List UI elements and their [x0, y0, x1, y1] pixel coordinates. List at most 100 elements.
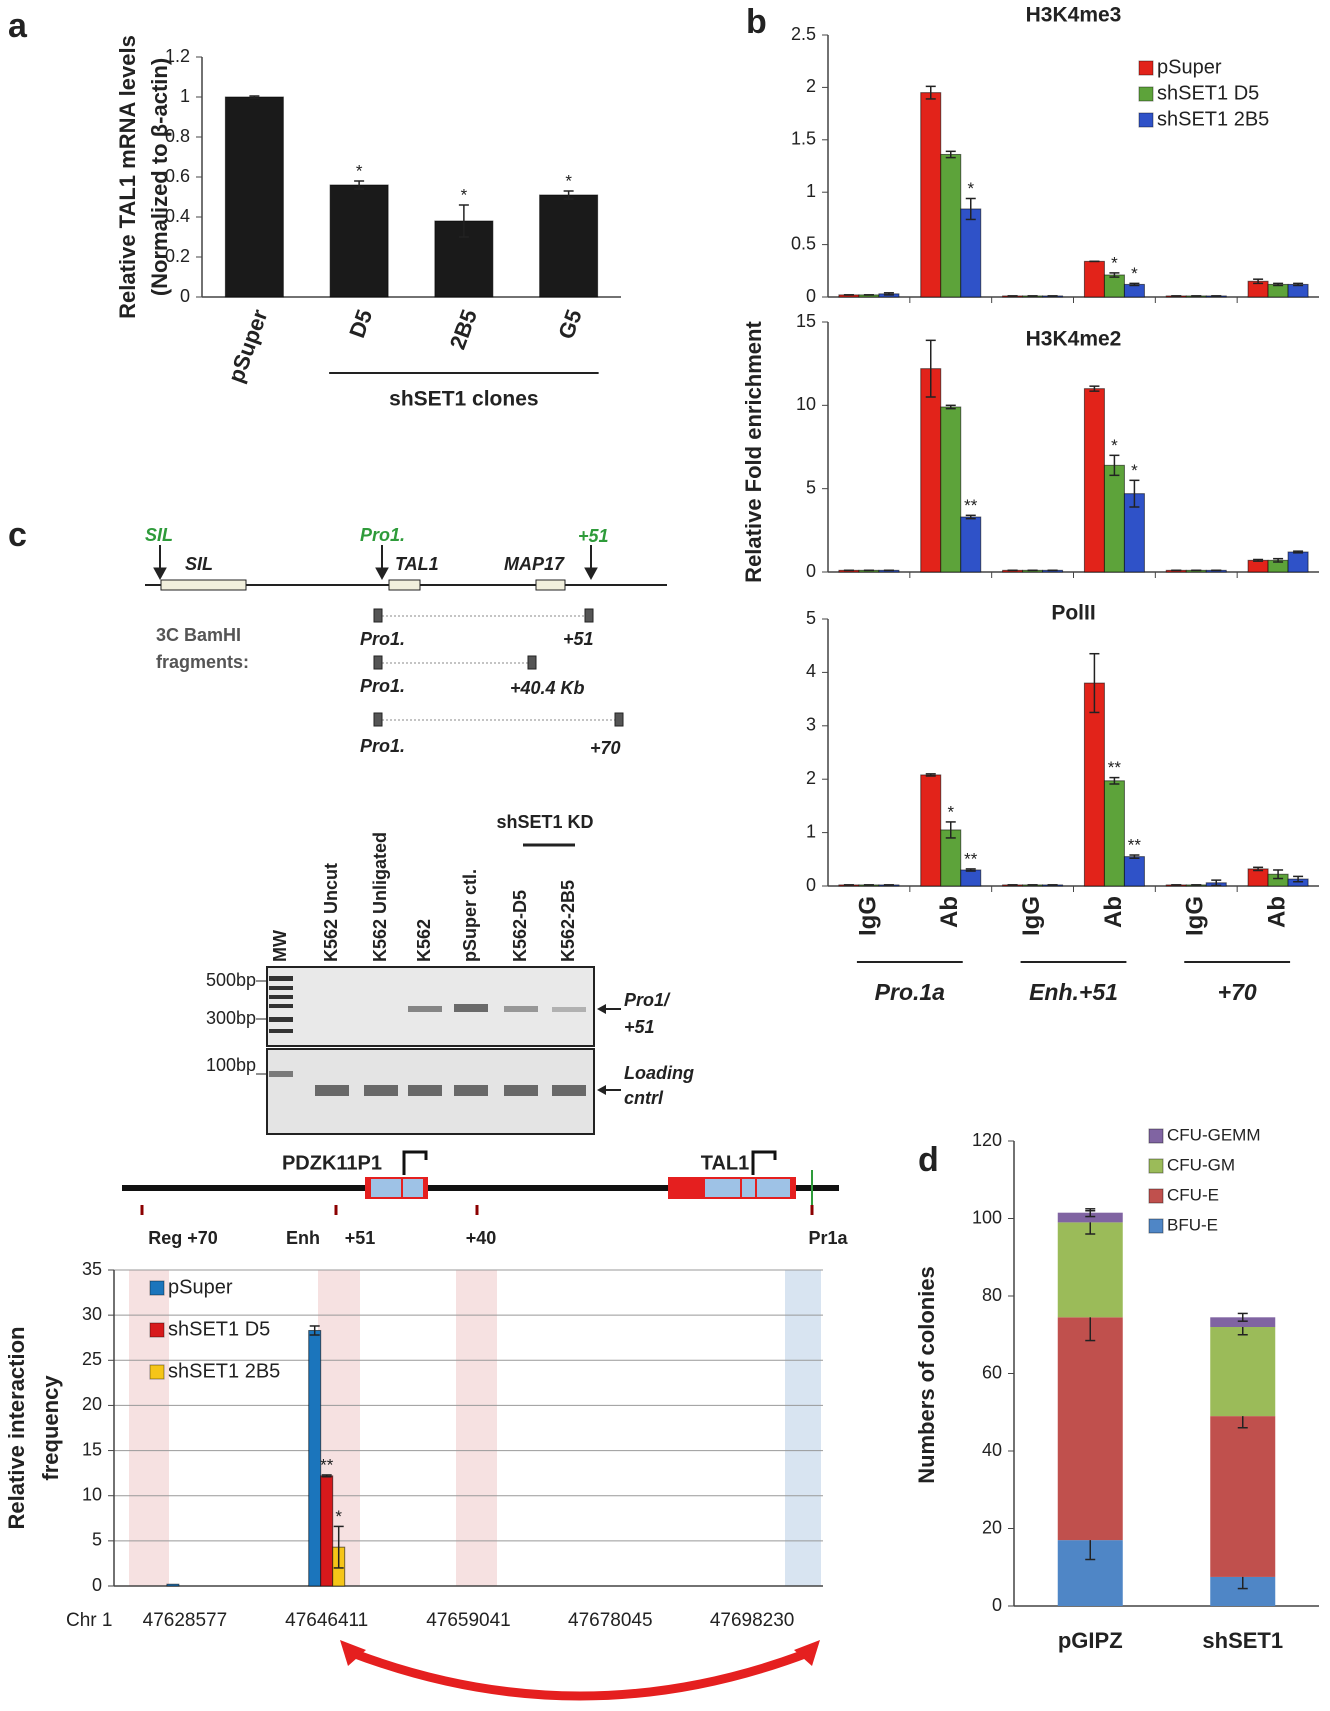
bar: [320, 1475, 334, 1587]
y-tick-label: 20: [982, 1517, 1002, 1537]
gene-label: SIL: [185, 554, 213, 574]
significance-label: *: [967, 179, 974, 198]
y-tick-label: 25: [82, 1349, 102, 1369]
fragment-label: +51: [563, 629, 594, 649]
bar: [1103, 780, 1125, 887]
legend-swatch: [1148, 1158, 1164, 1174]
y-tick-label: 4: [806, 661, 816, 681]
y-tick-label: 10: [82, 1484, 102, 1504]
lane-label: pSuper ctl.: [460, 869, 480, 962]
y-tick-label: 80: [982, 1285, 1002, 1305]
marker-label: +51: [578, 526, 609, 546]
y-tick-label: 0.8: [165, 126, 190, 146]
significance-label: *: [565, 171, 572, 190]
fragment-label: +40.4 Kb: [510, 678, 585, 698]
legend-label: shSET1 D5: [168, 1318, 270, 1340]
group-label: Pro.1a: [875, 979, 946, 1005]
y-tick-label: 100: [972, 1207, 1002, 1227]
significance-label: *: [335, 1507, 342, 1526]
x-tick-label: 47678045: [568, 1610, 653, 1631]
bar: [1057, 1317, 1123, 1541]
lane-label: K562-2B5: [558, 880, 578, 962]
x-tick-label: Ab: [1100, 896, 1127, 928]
fragments-label: 3C BamHI: [156, 625, 241, 645]
fragment-label: Pro1.: [360, 736, 405, 756]
x-tick-label: 2B5: [445, 306, 482, 352]
y-tick-label: 15: [82, 1439, 102, 1459]
y-tick-label: 5: [806, 477, 816, 497]
significance-label: **: [320, 1455, 334, 1474]
y-tick-label: 0: [92, 1575, 102, 1595]
significance-label: **: [1108, 758, 1122, 777]
y-tick-label: 2: [806, 768, 816, 788]
size-marker: 100bp: [206, 1055, 256, 1075]
y-tick-label: 0.5: [791, 233, 816, 253]
gel-lane-labels: MW K562 Uncut K562 Unligated K562 pSuper ctl…: [270, 832, 578, 962]
bar: [1123, 856, 1145, 887]
y-tick-label: 0: [806, 561, 816, 581]
lane-label: K562 Unligated: [370, 832, 390, 962]
y-tick-label: 40: [982, 1440, 1002, 1460]
gene-label: MAP17: [504, 554, 565, 574]
size-marker: 300bp: [206, 1008, 256, 1028]
legend-swatch: [149, 1322, 165, 1338]
marker-label: Pro1.: [360, 525, 405, 545]
bar: [166, 1583, 180, 1587]
y-tick-label: 5: [92, 1530, 102, 1550]
y-tick-label: 15: [796, 311, 816, 331]
y-axis-label: Numbers of colonies: [914, 1266, 939, 1484]
y-tick-label: 3: [806, 715, 816, 735]
x-tick-label: 47698230: [710, 1610, 795, 1631]
x-tick-label: IgG: [1018, 896, 1045, 936]
x-tick-label: pSuper: [223, 306, 273, 386]
y-tick-label: 1.2: [165, 46, 190, 66]
y-tick-label: 0: [806, 875, 816, 895]
bar: [1083, 260, 1105, 298]
y-tick-label: 0: [180, 286, 190, 306]
y-tick-label: 2: [806, 76, 816, 96]
y-tick-label: 1: [806, 821, 816, 841]
gel-group-label: shSET1 KD: [496, 812, 593, 832]
bar: [1247, 868, 1269, 887]
panel-label: c: [8, 516, 27, 554]
bar: [1103, 464, 1125, 573]
x-axis-label: Chr 1: [66, 1610, 112, 1631]
legend-label: pSuper: [1157, 56, 1222, 78]
site-label: Enh: [286, 1228, 320, 1248]
legend-label: shSET1 2B5: [168, 1360, 280, 1382]
x-tick-label: shSET1: [1202, 1628, 1283, 1653]
y-tick-label: 1: [806, 181, 816, 201]
legend-label: shSET1 2B5: [1157, 108, 1269, 130]
x-tick-label: Ab: [936, 896, 963, 928]
legend-swatch: [1138, 112, 1154, 128]
bar: [1057, 1212, 1123, 1223]
site-label: +51: [345, 1228, 376, 1248]
bar: [329, 184, 389, 298]
significance-label: *: [1131, 461, 1138, 480]
legend-swatch: [1138, 60, 1154, 76]
y-tick-label: 1: [180, 86, 190, 106]
bar: [1267, 283, 1289, 298]
bar: [1210, 1317, 1276, 1327]
site-label: Reg +70: [148, 1228, 218, 1248]
legend-swatch: [1148, 1188, 1164, 1204]
bar: [920, 92, 942, 298]
y-tick-label: 0.2: [165, 246, 190, 266]
y-axis-label: Relative interaction: [4, 1327, 29, 1530]
significance-label: *: [1131, 264, 1138, 283]
panel-label: a: [8, 7, 28, 45]
x-tick-label: IgG: [1182, 896, 1209, 936]
x-tick-label: D5: [344, 306, 377, 341]
lane-label: K562-D5: [510, 890, 530, 962]
y-axis-label: frequency: [38, 1375, 63, 1481]
bar: [224, 96, 284, 298]
bar: [920, 368, 942, 573]
gene-label: TAL1: [701, 1152, 750, 1174]
significance-label: *: [1111, 253, 1118, 272]
bar: [308, 1329, 322, 1587]
significance-label: *: [947, 802, 954, 821]
legend-swatch: [149, 1364, 165, 1380]
significance-label: **: [964, 496, 978, 515]
panel-label: d: [918, 1141, 939, 1179]
legend-swatch: [149, 1280, 165, 1296]
